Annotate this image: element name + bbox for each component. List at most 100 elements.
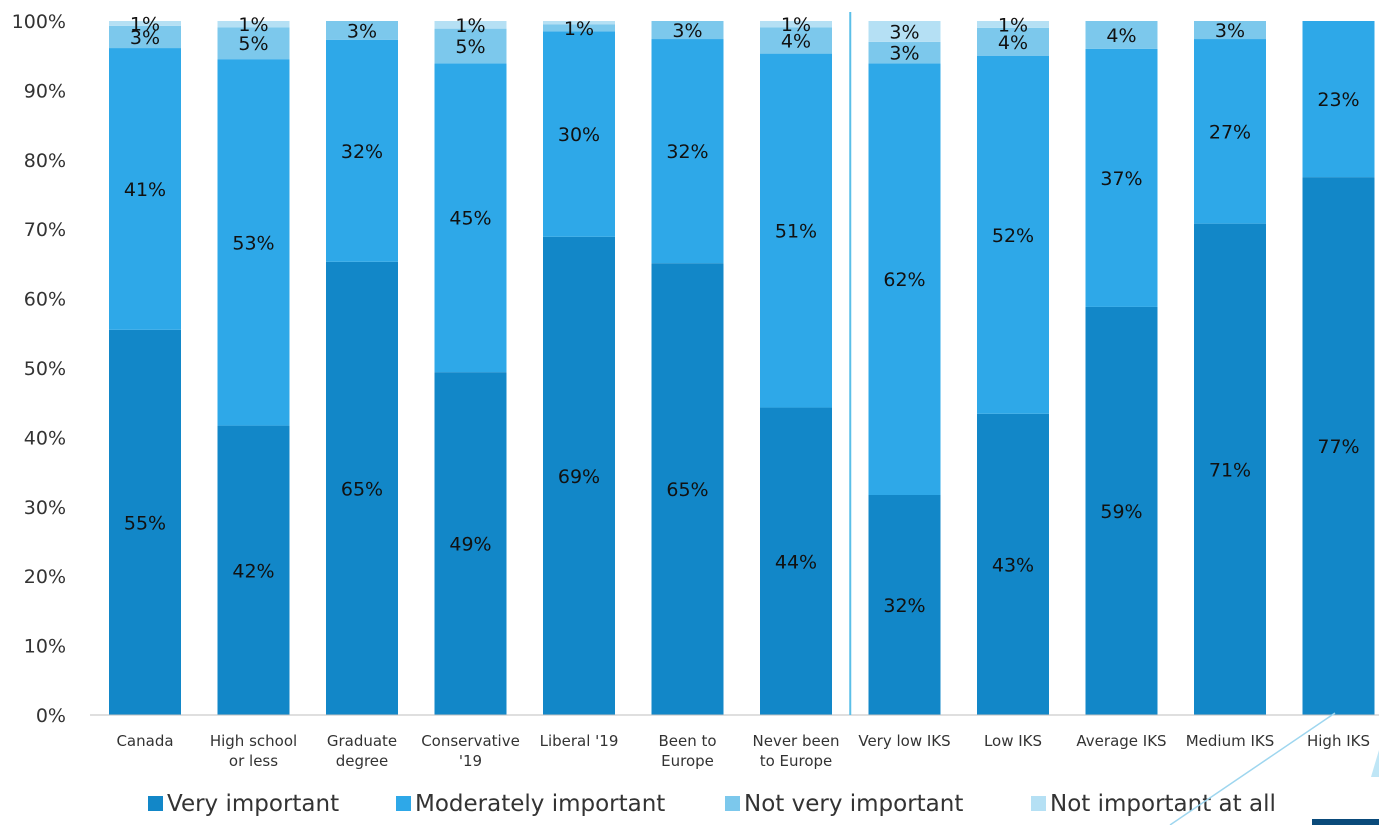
legend-label: Very important	[167, 791, 339, 817]
bar-segment	[977, 413, 1049, 715]
data-label: 3%	[889, 43, 919, 65]
bar-segment	[1194, 223, 1266, 715]
y-tick-label: 10%	[24, 636, 66, 658]
bar-segment	[1302, 21, 1375, 178]
legend-swatch	[148, 796, 163, 811]
data-label: 59%	[1100, 501, 1142, 523]
legend-swatch	[725, 796, 740, 811]
bar-segment	[543, 24, 615, 32]
bar-stack: 32% 62% 3%3%	[868, 21, 941, 715]
bar-segment	[651, 21, 724, 40]
bar-stack: 59% 37% 4%	[1085, 21, 1158, 715]
data-label: 69%	[558, 466, 600, 488]
bar-segment	[1194, 21, 1266, 40]
data-label: 4%	[781, 30, 811, 52]
x-tick-label: to Europe	[760, 752, 833, 770]
x-tick-label: Never been	[753, 732, 840, 750]
bar-stack: 44% 51% 4%1%	[760, 14, 832, 715]
bar-segment	[326, 21, 398, 40]
bar-segment	[109, 329, 181, 715]
y-axis: 0% 10% 20% 30% 40% 50% 60% 70% 80% 90% 100%	[12, 11, 66, 727]
bar-segment	[109, 25, 181, 49]
data-label: 5%	[455, 36, 485, 58]
x-tick-label: Canada	[116, 732, 173, 750]
x-tick-label: Very low IKS	[858, 732, 950, 750]
x-tick-label: Low IKS	[984, 732, 1042, 750]
data-label: 1%	[238, 14, 268, 36]
y-tick-label: 50%	[24, 358, 66, 380]
legend-item: Not very important	[725, 791, 963, 817]
x-tick-label: '19	[459, 752, 482, 770]
data-label: 43%	[992, 554, 1034, 576]
bar-segment	[760, 407, 832, 715]
data-label: 3%	[889, 21, 919, 43]
bar-segment	[977, 27, 1049, 56]
bar-segment	[217, 59, 290, 426]
data-label: 23%	[1317, 89, 1359, 111]
data-label: 4%	[998, 32, 1028, 54]
bar-segment	[651, 39, 724, 264]
bar-stack: 65% 32% 3%	[651, 20, 724, 715]
data-label: 3%	[347, 20, 377, 42]
data-label: 30%	[558, 124, 600, 146]
bar-stack: 49% 45% 5%1%	[434, 15, 507, 715]
y-tick-label: 60%	[24, 289, 66, 311]
x-tick-label: Average IKS	[1076, 732, 1166, 750]
y-tick-label: 100%	[12, 11, 66, 33]
decorative-line	[1169, 712, 1336, 825]
bar-segment	[651, 263, 724, 715]
x-tick-label: Been to	[658, 732, 716, 750]
y-tick-label: 90%	[24, 80, 66, 102]
data-label: 1%	[130, 13, 160, 35]
bar-segment	[217, 27, 290, 60]
bar-segment	[977, 21, 1049, 28]
data-label: 53%	[232, 232, 274, 254]
bar-segment	[1085, 21, 1158, 49]
data-label: 32%	[341, 141, 383, 163]
bar-segment	[217, 21, 290, 28]
bar-segment	[1302, 177, 1375, 715]
legend: Very important Moderately important Not ve…	[148, 791, 1276, 817]
x-tick-label: Conservative	[421, 732, 520, 750]
bar-segment	[1085, 48, 1158, 307]
y-tick-label: 70%	[24, 219, 66, 241]
bar-stack: 69% 30% 1%	[543, 18, 615, 716]
data-label: 65%	[666, 479, 708, 501]
legend-item: Not important at all	[1031, 791, 1276, 817]
x-tick-label: or less	[229, 752, 278, 770]
data-label: 32%	[883, 595, 925, 617]
x-tick-label: Graduate	[327, 732, 397, 750]
data-label: 3%	[130, 27, 160, 49]
bar-segment	[543, 31, 615, 237]
bar-segment	[760, 27, 832, 54]
data-label: 55%	[124, 512, 166, 534]
bar-segment	[543, 21, 615, 25]
y-tick-label: 0%	[36, 705, 66, 727]
bar-stack: 71% 27% 3%	[1194, 20, 1266, 715]
legend-label: Not very important	[744, 791, 963, 817]
bar-segment	[977, 55, 1049, 414]
x-tick-label: Europe	[661, 752, 714, 770]
bar-segment	[543, 236, 615, 716]
bar-stack: 77% 23%	[1302, 21, 1375, 715]
x-tick-label: degree	[336, 752, 389, 770]
bar-segment	[434, 28, 507, 64]
y-tick-label: 30%	[24, 497, 66, 519]
data-label: 51%	[775, 221, 817, 243]
data-label: 65%	[341, 478, 383, 500]
decorative-triangle	[1371, 750, 1379, 777]
legend-swatch	[396, 796, 411, 811]
bar-stack: 42% 53% 5%1%	[217, 14, 290, 715]
data-label: 1%	[564, 18, 594, 40]
legend-label: Not important at all	[1050, 791, 1276, 817]
bar-segment	[760, 53, 832, 408]
data-label: 3%	[672, 20, 702, 42]
decoration	[1169, 712, 1379, 825]
data-label: 52%	[992, 225, 1034, 247]
bar-segment	[868, 63, 941, 496]
bar-segment	[868, 21, 941, 42]
bar-segment	[434, 63, 507, 373]
legend-item: Moderately important	[396, 791, 665, 817]
bar-segment	[217, 425, 290, 715]
x-tick-label: Medium IKS	[1186, 732, 1275, 750]
